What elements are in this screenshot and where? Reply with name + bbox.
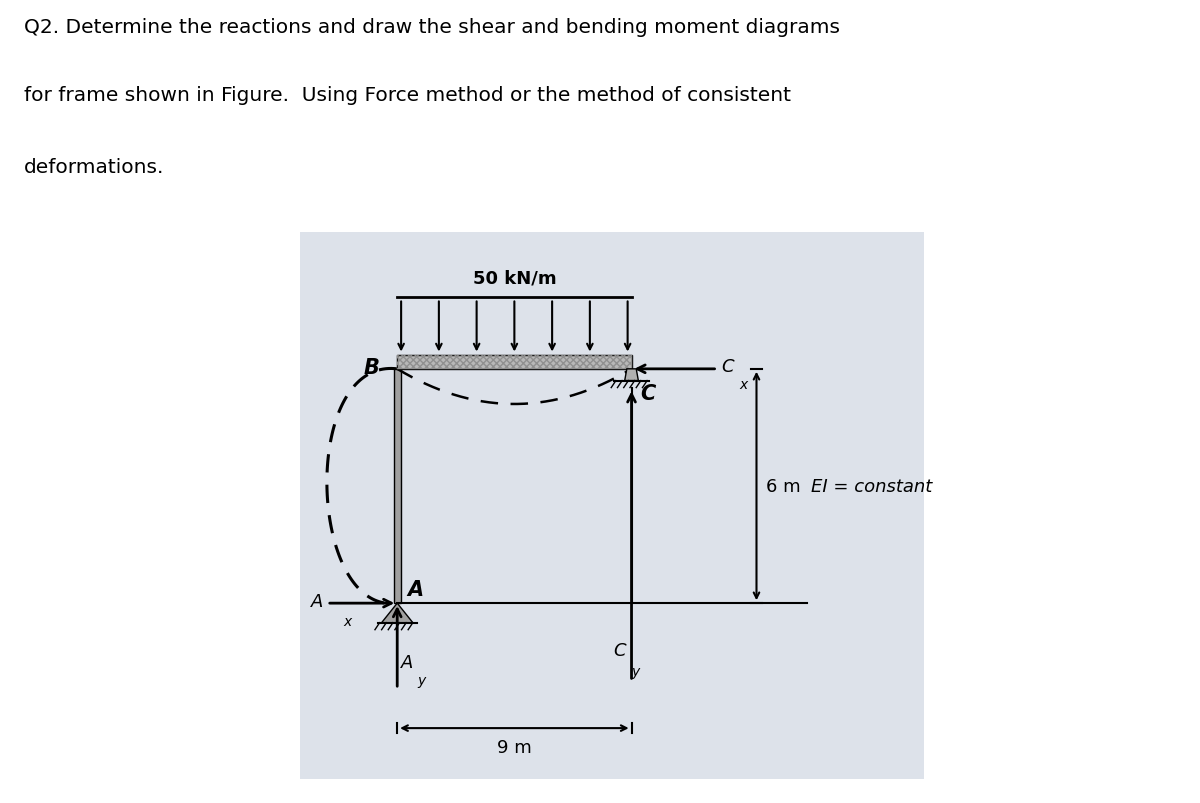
Bar [397,356,631,369]
Text: deformations.: deformations. [24,157,164,177]
Text: for frame shown in Figure.  Using Force method or the method of consistent: for frame shown in Figure. Using Force m… [24,85,791,104]
Text: C: C [640,383,655,403]
Text: x: x [739,378,748,392]
Text: 6 m: 6 m [767,478,800,495]
Text: y: y [418,673,426,687]
Text: A: A [311,593,323,610]
Text: C: C [721,357,734,375]
Text: x: x [343,614,352,628]
Text: C: C [613,642,625,659]
Bar [397,356,631,369]
Text: A: A [401,653,414,671]
Text: B: B [364,357,379,377]
Polygon shape [625,369,638,381]
Text: 9 m: 9 m [497,738,532,756]
Polygon shape [382,603,413,623]
Text: A: A [407,580,424,600]
Text: Q2. Determine the reactions and draw the shear and bending moment diagrams: Q2. Determine the reactions and draw the… [24,18,840,37]
Text: 50 kN/m: 50 kN/m [473,270,556,287]
Bar [394,369,401,603]
Text: EI = constant: EI = constant [811,478,932,495]
Text: y: y [631,664,640,678]
